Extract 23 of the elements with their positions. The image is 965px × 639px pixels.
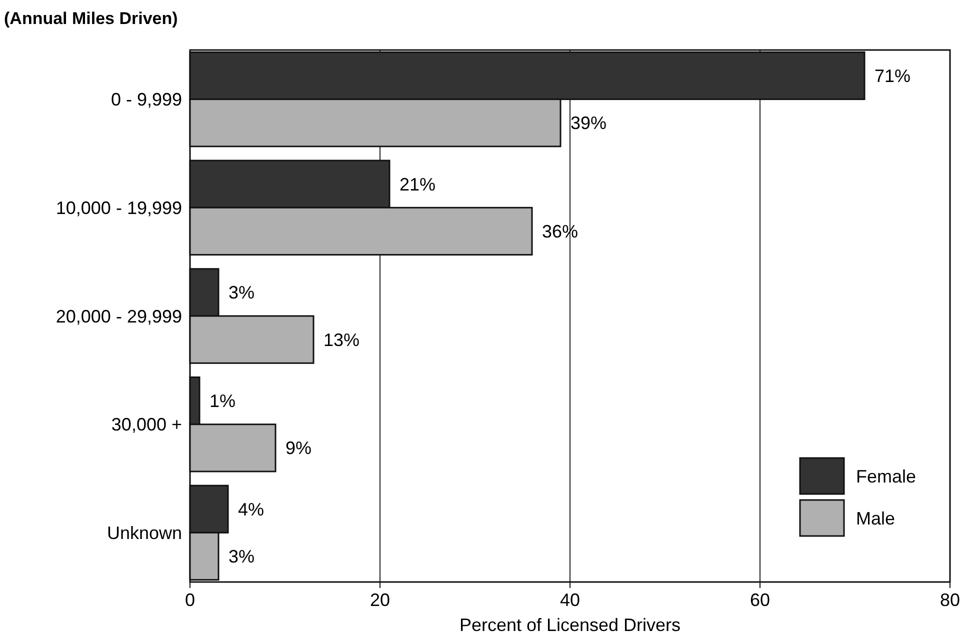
- data-label: 3%: [228, 546, 255, 567]
- data-label: 13%: [324, 330, 360, 350]
- data-label: 21%: [400, 174, 436, 194]
- y-axis-title: (Annual Miles Driven): [4, 9, 178, 28]
- x-tick-label: 80: [940, 590, 960, 610]
- y-tick-label: 30,000 +: [111, 414, 182, 435]
- data-label: 71%: [874, 66, 911, 86]
- data-label: 4%: [238, 499, 264, 520]
- y-tick-label: 20,000 - 29,999: [56, 306, 182, 326]
- x-tick-label: 0: [184, 590, 196, 610]
- y-tick-label: Unknown: [106, 523, 182, 543]
- data-label: 1%: [210, 391, 236, 412]
- y-tick-label: 0 - 9,999: [110, 90, 182, 110]
- data-label: 39%: [570, 113, 607, 134]
- data-label: 9%: [286, 438, 312, 458]
- x-tick-label: 60: [750, 590, 770, 610]
- x-tick-label: 20: [370, 590, 390, 610]
- x-tick-label: 40: [560, 590, 580, 610]
- legend-label: Female: [856, 466, 916, 486]
- data-label: 3%: [228, 282, 255, 303]
- y-tick-label: 10,000 - 19,999: [56, 198, 182, 218]
- x-axis-title: Percent of Licensed Drivers: [459, 615, 681, 635]
- legend-label: Male: [856, 508, 896, 528]
